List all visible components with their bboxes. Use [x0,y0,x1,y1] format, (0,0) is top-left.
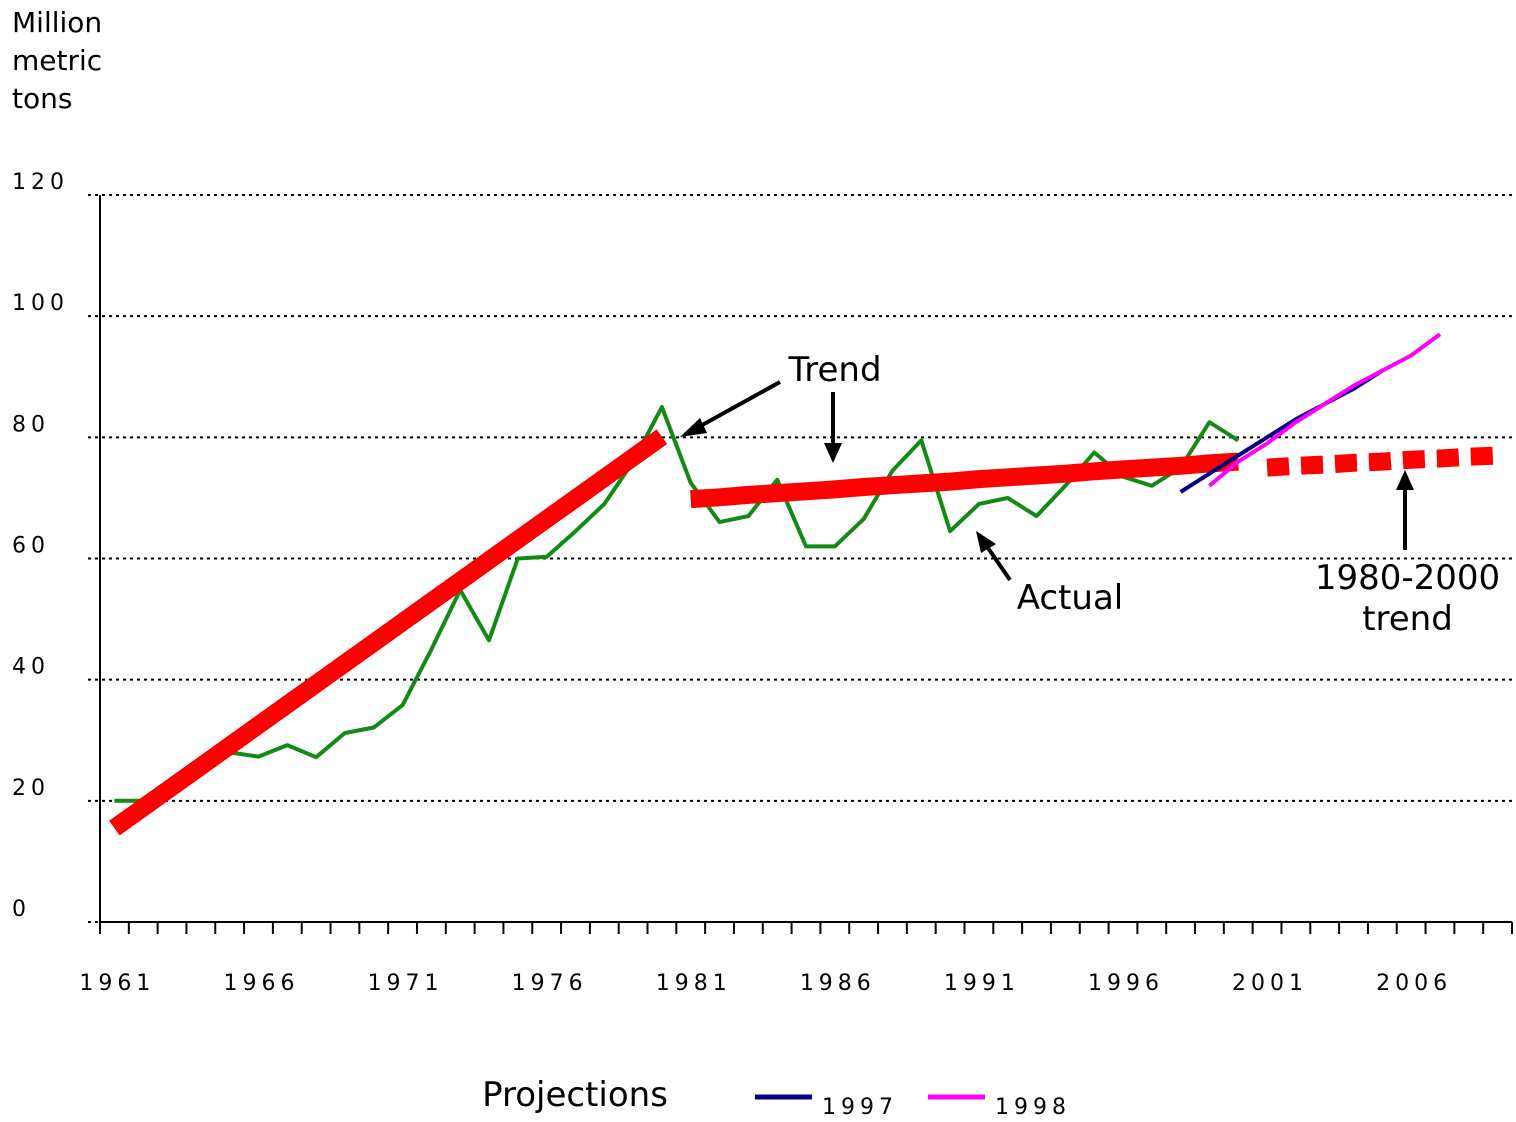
series-line [1208,332,1442,488]
plot: 0 20 40 60 80 100 120 1961 1966 1971 1976 1981 1986 1… [12,170,1513,1120]
x-tick-label: 2001 [1232,971,1308,996]
arrow-head [680,418,707,437]
arrows [680,380,1414,582]
y-tick-label: 120 [12,170,69,195]
x-tick-label: 1996 [1088,971,1164,996]
x-tick-label: 1961 [79,971,155,996]
y-tick-label: 80 [12,412,50,437]
y-tick-label: 100 [12,291,69,316]
annotation: Actual [1016,578,1124,618]
legend-label: 1997 [822,1095,898,1120]
x-tick-label: 1971 [368,971,444,996]
arrow-head [976,531,996,553]
x-tick-label: 1991 [944,971,1020,996]
series-line [1266,446,1498,477]
series-line [1179,369,1384,494]
y-tick-label: 20 [12,776,50,801]
legend-label: 1998 [995,1095,1071,1120]
annotation: 1980-2000 trend [1314,558,1501,639]
y-tick-label: 60 [12,534,50,559]
legend-title: Projections [482,1075,668,1115]
series-line [690,452,1239,509]
arrow [694,380,781,431]
x-tick-label: 1986 [800,971,876,996]
series-line [114,405,1240,803]
x-tick-label: 1976 [512,971,588,996]
x-tick-label: 1966 [223,971,299,996]
arrow [984,543,1012,582]
arrow-head [1396,470,1414,490]
y-axis-label: Million metric tons [12,6,103,115]
annotation: Trend [788,350,882,390]
x-tick-label: 1981 [656,971,732,996]
x-tick-label: 2006 [1376,971,1452,996]
series-line [109,429,668,836]
y-tick-label: 40 [12,655,50,680]
arrow-head [824,443,842,463]
y-tick-label: 0 [12,897,31,922]
